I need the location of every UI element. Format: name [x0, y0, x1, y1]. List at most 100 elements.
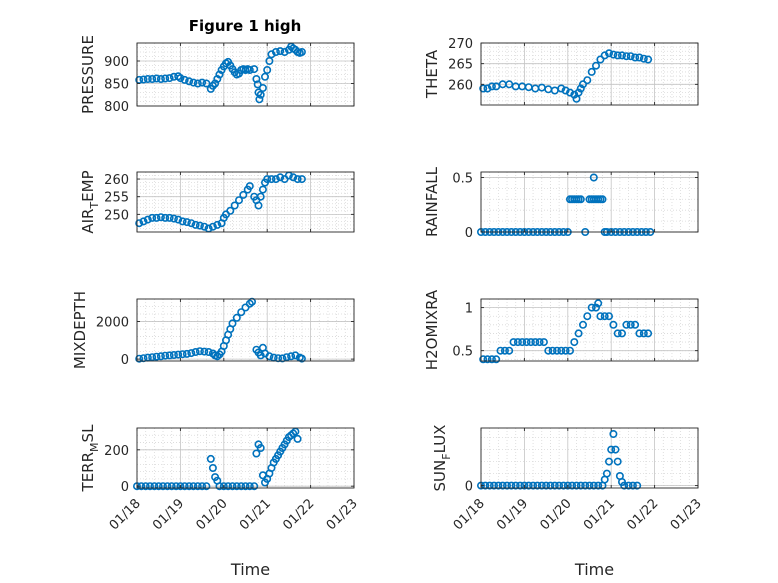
data-point: [228, 319, 237, 328]
data-point: [163, 482, 172, 491]
data-point: [195, 221, 204, 230]
data-point: [139, 75, 148, 84]
x-tick-label: 01/22: [624, 496, 661, 533]
plot-area: [481, 428, 698, 488]
data-point: [200, 222, 209, 231]
data-point: [492, 355, 501, 364]
y-tick-label: 850: [104, 78, 129, 93]
data-point: [626, 52, 635, 61]
y-axis-label: THETA: [423, 49, 441, 99]
data-point: [245, 482, 254, 491]
subplot-rainfall: 0 0.5 RAINFALL: [423, 166, 699, 241]
data-point: [235, 196, 244, 205]
data-point: [594, 481, 603, 490]
data-point: [611, 445, 620, 454]
data-point: [559, 481, 568, 490]
data-point: [617, 329, 626, 338]
data-point: [154, 482, 163, 491]
data-point: [250, 482, 259, 491]
data-point: [135, 354, 144, 363]
x-tick-label: 01/20: [194, 496, 231, 533]
data-point: [626, 320, 635, 329]
data-point: [639, 329, 648, 338]
data-point: [254, 201, 263, 210]
figure-title: Figure 1 high: [189, 17, 302, 35]
data-point: [489, 481, 498, 490]
data-point: [561, 86, 570, 95]
data-point: [161, 213, 170, 222]
ticks: [480, 42, 699, 105]
data-point: [265, 56, 274, 65]
data-point: [150, 482, 159, 491]
data-point: [152, 352, 161, 361]
data-point: [622, 320, 631, 329]
data-point: [198, 482, 207, 491]
data-point: [483, 84, 492, 93]
series-markers: [479, 49, 653, 103]
data-point: [522, 338, 531, 347]
series-markers: [133, 427, 302, 491]
data-point: [230, 68, 239, 77]
y-tick-label: 255: [104, 191, 129, 206]
data-point: [202, 482, 211, 491]
ticks: [136, 172, 355, 232]
ticks: [136, 428, 355, 488]
data-point: [176, 74, 185, 83]
y-tick-label: 2000: [96, 316, 129, 331]
data-point: [161, 351, 170, 360]
data-point: [208, 463, 217, 472]
data-point: [297, 354, 306, 363]
data-point: [152, 213, 161, 222]
subplot-theta: 260 265 270 THETA: [423, 37, 699, 106]
data-point: [561, 346, 570, 355]
y-axis-label: RAINFALL: [423, 166, 441, 237]
data-point: [498, 481, 507, 490]
data-point: [502, 481, 511, 490]
data-point: [174, 215, 183, 224]
y-axis-label: TERRMSL: [79, 424, 101, 493]
data-point: [574, 329, 583, 338]
data-point: [609, 320, 618, 329]
data-point: [535, 338, 544, 347]
data-point: [624, 481, 633, 490]
ticks: [480, 172, 699, 233]
data-point: [276, 173, 285, 182]
data-point: [189, 482, 198, 491]
data-point: [483, 355, 492, 364]
data-point: [297, 47, 306, 56]
data-point: [180, 482, 189, 491]
data-point: [232, 482, 241, 491]
data-point: [516, 481, 525, 490]
data-point: [167, 482, 176, 491]
data-point: [583, 312, 592, 321]
y-tick-label: 270: [448, 37, 473, 52]
data-point: [165, 351, 174, 360]
data-point: [596, 55, 605, 64]
data-point: [594, 299, 603, 308]
data-point: [633, 481, 642, 490]
data-point: [206, 454, 215, 463]
data-point: [187, 219, 196, 228]
data-point: [620, 481, 629, 490]
y-axis-label: AIRTEMP: [79, 170, 101, 233]
x-tick-label: 01/21: [237, 496, 274, 533]
data-point: [176, 482, 185, 491]
x-tick-label: 01/23: [324, 496, 361, 533]
data-point: [293, 434, 302, 443]
data-point: [576, 481, 585, 490]
data-point: [604, 457, 613, 466]
plot-area: [137, 428, 354, 488]
axes-box: [480, 42, 699, 106]
data-point: [215, 482, 224, 491]
data-point: [526, 338, 535, 347]
data-point: [531, 338, 540, 347]
data-point: [542, 481, 551, 490]
data-point: [587, 67, 596, 76]
data-point: [224, 482, 233, 491]
series-markers: [479, 299, 653, 364]
y-tick-label: 0: [121, 353, 129, 368]
minor-grid: [481, 42, 698, 106]
data-point: [148, 75, 157, 84]
data-point: [617, 51, 626, 60]
